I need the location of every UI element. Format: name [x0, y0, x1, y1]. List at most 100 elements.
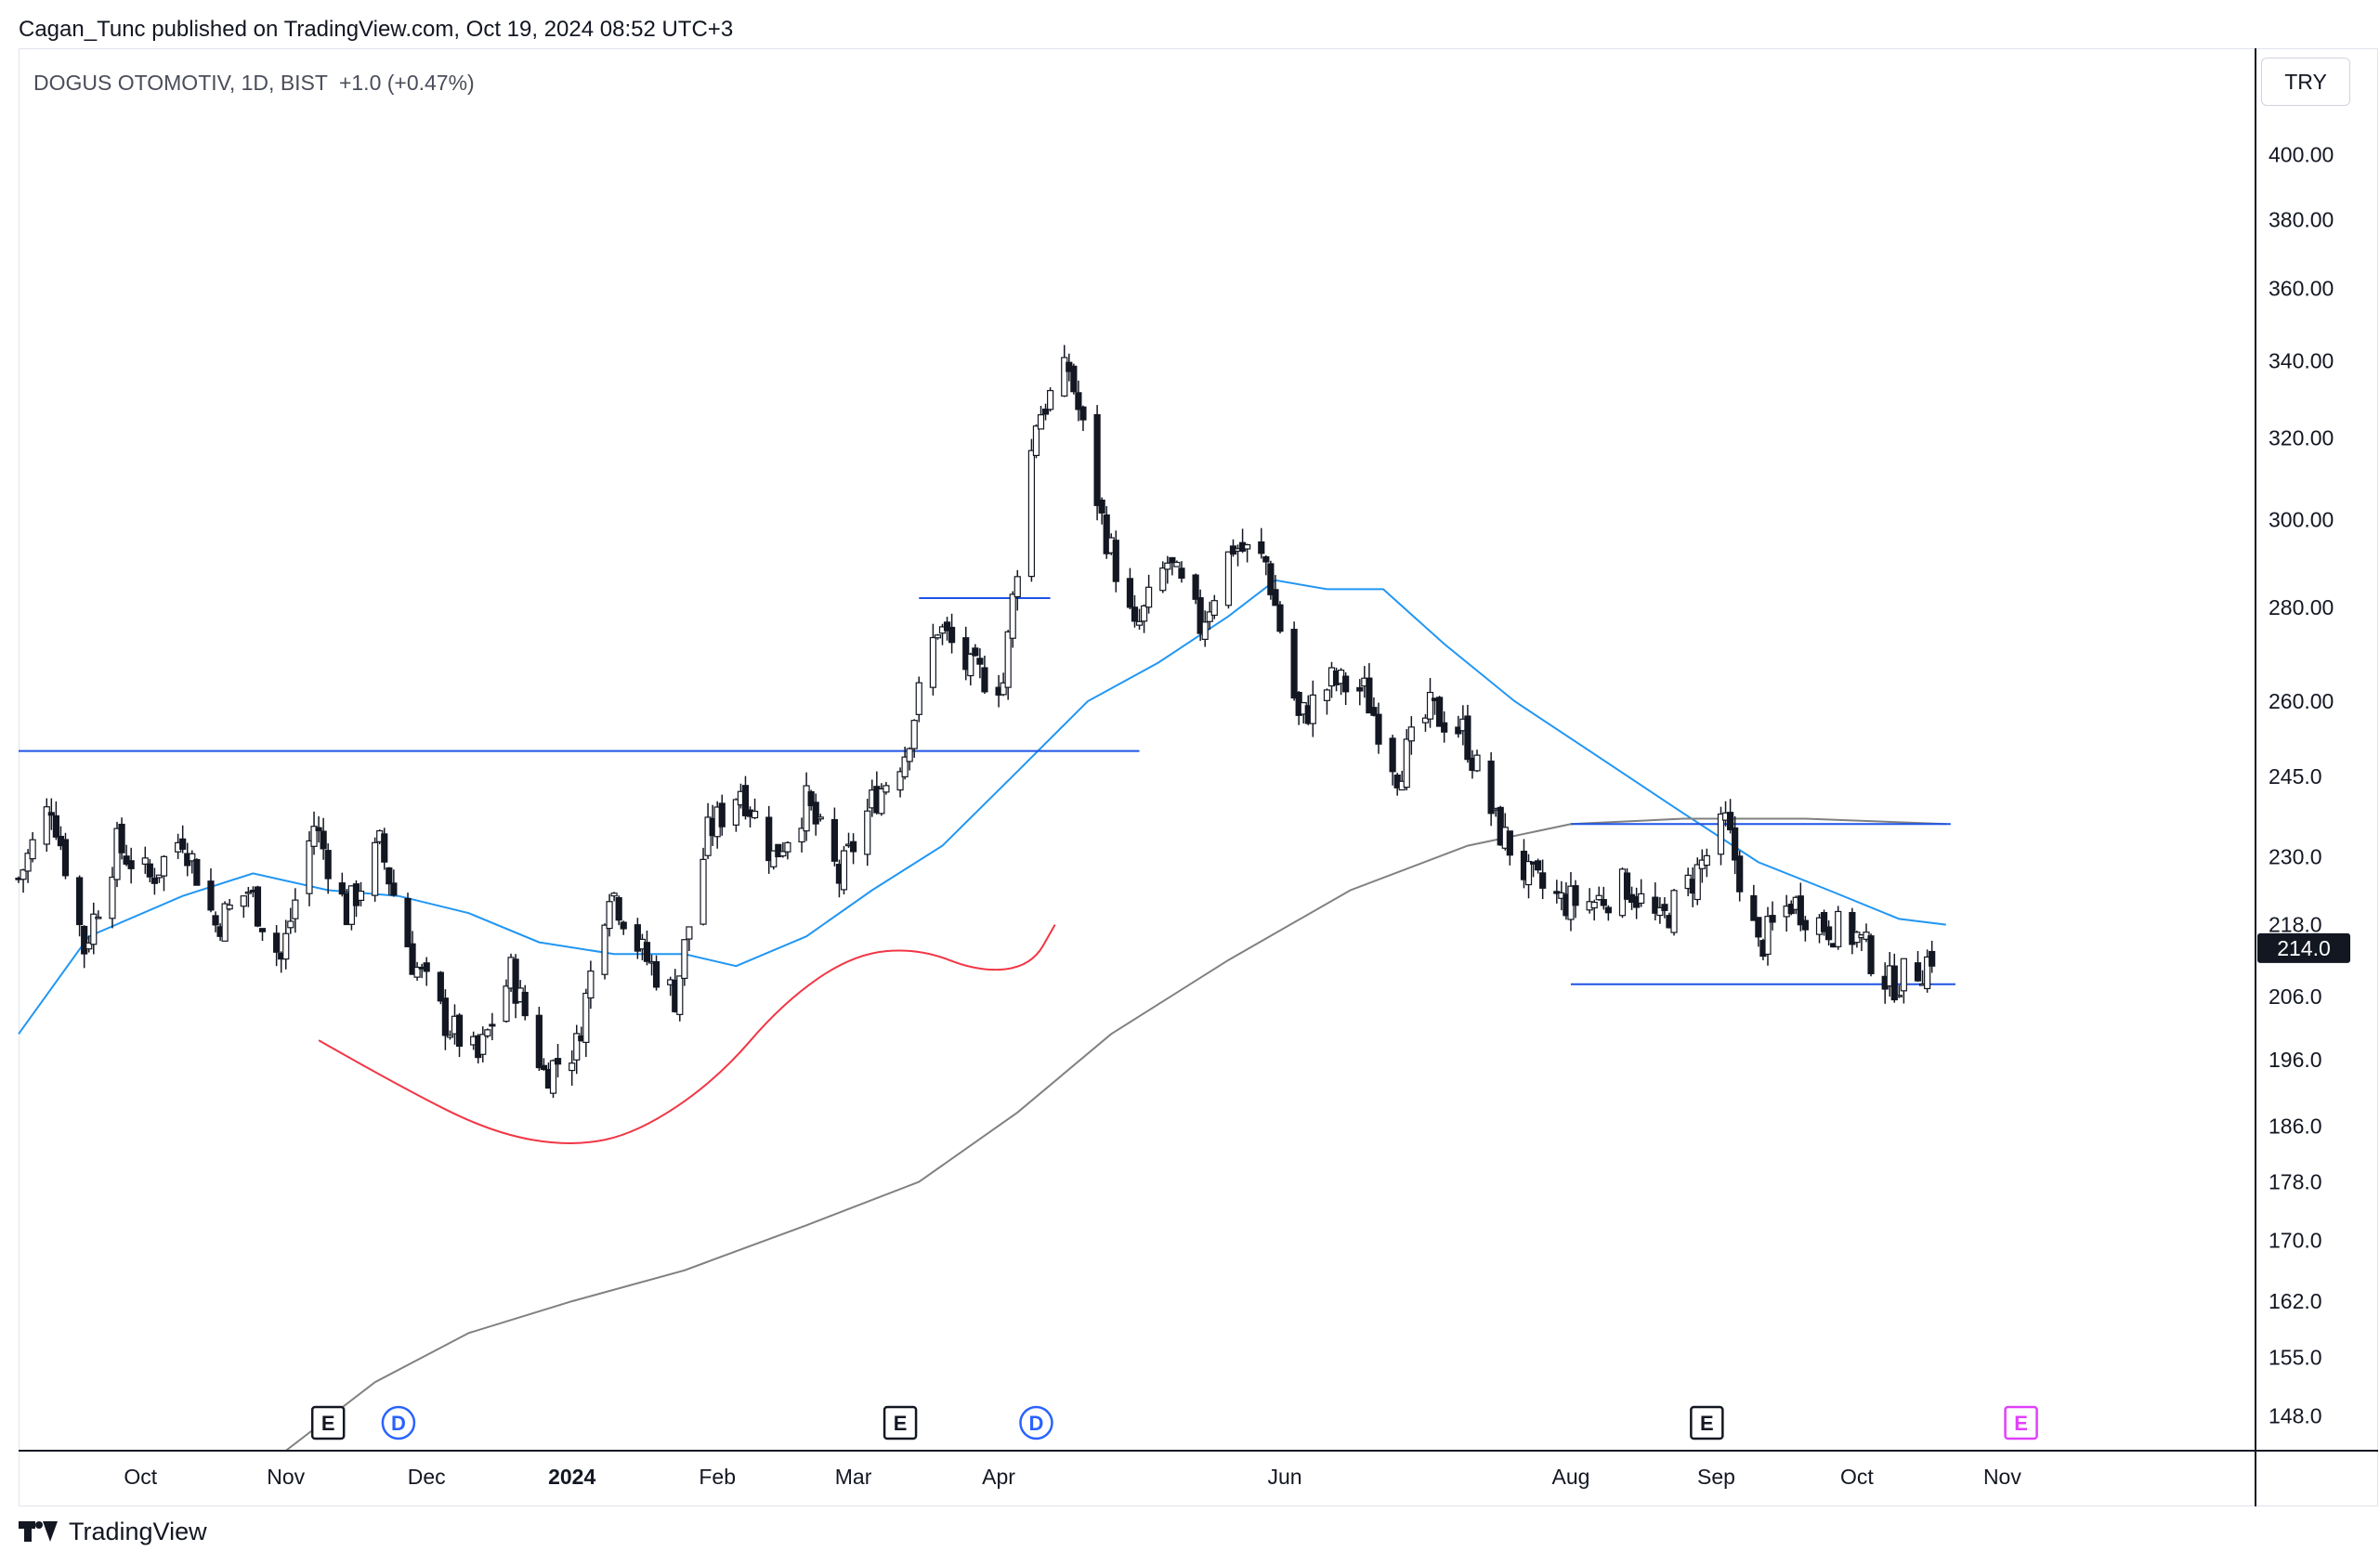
candle-body	[1801, 919, 1809, 931]
candle-body	[1178, 567, 1185, 580]
candle-body	[1769, 915, 1776, 923]
candle-body	[620, 921, 627, 930]
price-tick-label: 320.00	[2269, 425, 2334, 450]
candle-body	[423, 962, 430, 972]
candle-body	[1258, 541, 1265, 554]
time-tick-label: Aug	[1551, 1465, 1589, 1489]
axes-layer: 400.00 380.00 360.00 340.00 320.00 300.00 280.…	[19, 48, 2378, 1506]
candle-body	[150, 878, 158, 884]
candle-body	[189, 853, 196, 862]
time-tick-label: Oct	[1840, 1465, 1874, 1489]
candle-body	[1750, 894, 1758, 921]
price-tick-label: 162.0	[2269, 1289, 2322, 1313]
price-tick-label: 170.0	[2269, 1228, 2322, 1252]
price-tick-label: 360.00	[2269, 277, 2334, 301]
candle-body	[1131, 606, 1139, 622]
candle-body	[1244, 543, 1251, 550]
candle-body	[1464, 715, 1471, 761]
price-tick-label: 280.00	[2269, 595, 2334, 619]
candle-body	[582, 992, 590, 1043]
candle-body	[929, 636, 937, 688]
footer-brand[interactable]: TradingView	[19, 1518, 207, 1546]
candle-body	[765, 816, 773, 862]
candle-body	[1009, 593, 1016, 639]
candle-body	[676, 975, 684, 1015]
price-change: +1.0 (+0.47%)	[338, 71, 475, 95]
time-tick-label: Apr	[982, 1465, 1015, 1489]
candle-body	[1389, 737, 1396, 773]
chart-frame	[19, 48, 2378, 1506]
candle-body	[292, 899, 299, 919]
price-chart[interactable]: 400.00 380.00 360.00 340.00 320.00 300.00 280.…	[0, 0, 2380, 1514]
candle-body	[681, 939, 688, 980]
candle-body	[615, 896, 622, 921]
candle-body	[1366, 677, 1373, 714]
candle-body	[864, 810, 871, 855]
candle-body	[878, 788, 885, 815]
candle-body	[1717, 813, 1725, 855]
candle-body	[258, 928, 267, 932]
candle-body	[90, 913, 98, 945]
candle-body	[390, 882, 398, 896]
time-tick-label: Jun	[1267, 1465, 1301, 1489]
candle-body	[1356, 686, 1364, 692]
candle-body	[315, 827, 322, 831]
candle-body	[1623, 872, 1631, 900]
candle-body	[1309, 694, 1316, 724]
candle-body	[1169, 556, 1176, 564]
candle-body	[976, 658, 984, 665]
candle-body	[113, 828, 121, 880]
earnings-marker-label: E	[321, 1412, 335, 1435]
candle-body	[915, 682, 922, 715]
candle-body	[1535, 860, 1542, 871]
candle-body	[1201, 621, 1209, 640]
candle-body	[455, 1014, 464, 1048]
candle-body	[1323, 689, 1331, 701]
candle-body	[1159, 567, 1167, 592]
candle-body	[1140, 605, 1148, 622]
candle-body	[512, 958, 519, 1004]
candle-body	[1093, 413, 1101, 506]
candle-body	[386, 867, 393, 885]
candle-body	[849, 841, 857, 853]
candle-body	[1145, 586, 1153, 608]
price-tick-label: 230.0	[2269, 844, 2322, 868]
earnings-marker-label: E	[894, 1412, 908, 1435]
candle-body	[634, 924, 641, 952]
candle-body	[1224, 551, 1233, 606]
author-name[interactable]: Cagan_Tunc	[19, 17, 146, 42]
candle-body	[573, 1033, 581, 1061]
candle-body	[254, 886, 262, 927]
candle-body	[1835, 910, 1842, 947]
earnings-marker-icon	[310, 1405, 346, 1440]
candle-body	[413, 966, 421, 978]
candle-body	[118, 823, 125, 854]
candle-body	[1797, 895, 1804, 926]
candle-body	[981, 667, 988, 693]
candle-body	[1732, 827, 1739, 861]
candle-body	[43, 806, 50, 845]
candle-body	[409, 943, 416, 975]
currency-button[interactable]: TRY	[2261, 58, 2350, 106]
time-tick-label: Oct	[124, 1465, 157, 1489]
candle-body	[1914, 962, 1922, 982]
candle-body	[1375, 713, 1382, 745]
candle-body	[549, 1060, 557, 1094]
candle-body	[883, 785, 890, 793]
candle-body	[1032, 425, 1040, 457]
candle-body	[1041, 408, 1050, 415]
candle-body	[1027, 450, 1036, 578]
candle-body	[803, 785, 810, 832]
candle-body	[535, 1014, 543, 1069]
symbol-legend[interactable]: DOGUS OTOMOTIV, 1D, BIST +1.0 (+0.47%)	[33, 71, 475, 96]
candle-body	[1276, 604, 1284, 632]
price-tick-label: 206.0	[2269, 984, 2322, 1009]
candle-body	[1895, 995, 1903, 997]
candle-body	[896, 771, 904, 791]
candle-body	[484, 1029, 491, 1036]
candle-body	[81, 925, 88, 955]
candle-body	[1342, 675, 1350, 693]
time-tick-label: Dec	[408, 1465, 446, 1489]
